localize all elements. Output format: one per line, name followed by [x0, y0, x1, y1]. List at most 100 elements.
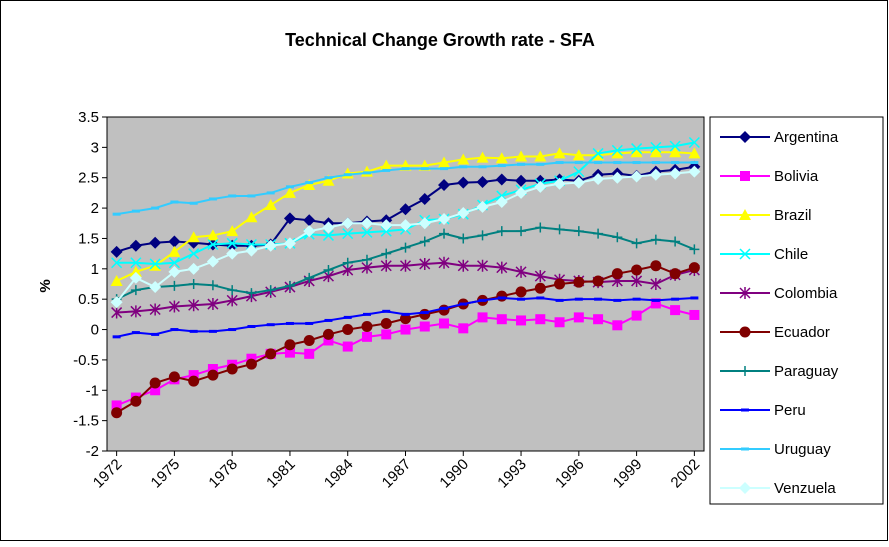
- data-point: [343, 315, 352, 319]
- data-point: [168, 245, 181, 257]
- data-point: [361, 321, 373, 333]
- legend-label: Chile: [774, 246, 808, 263]
- data-point: [478, 165, 487, 169]
- data-point: [151, 206, 160, 210]
- data-point: [342, 341, 353, 352]
- legend-marker: [739, 131, 751, 143]
- data-point: [458, 233, 469, 244]
- data-point: [206, 255, 219, 268]
- data-point: [419, 308, 431, 320]
- data-point: [440, 167, 449, 171]
- data-point: [592, 147, 604, 159]
- data-point: [381, 248, 392, 259]
- data-point: [573, 166, 585, 178]
- legend-label: Bolivia: [774, 168, 819, 185]
- data-point: [226, 294, 238, 307]
- data-point: [688, 165, 701, 178]
- data-point: [381, 329, 392, 340]
- legend-label: Venzuela: [774, 480, 836, 497]
- y-tick-label: -0.5: [73, 352, 99, 369]
- data-point: [400, 242, 411, 253]
- data-point: [613, 161, 622, 165]
- data-point: [534, 150, 547, 162]
- data-point: [631, 310, 642, 321]
- data-point: [400, 324, 411, 335]
- data-point: [149, 281, 162, 294]
- data-point: [342, 257, 353, 268]
- data-point: [324, 318, 333, 322]
- data-point: [574, 297, 583, 301]
- data-point: [418, 192, 431, 205]
- data-point: [362, 171, 371, 175]
- data-point: [419, 257, 431, 270]
- data-point: [149, 303, 161, 316]
- y-tick-label: 1: [91, 261, 99, 278]
- data-point: [303, 179, 316, 191]
- data-point: [438, 179, 451, 192]
- data-point: [438, 256, 450, 269]
- data-point: [207, 369, 219, 381]
- data-point: [380, 159, 393, 171]
- data-point: [555, 298, 564, 302]
- series: [110, 165, 701, 309]
- data-point: [671, 161, 680, 165]
- legend-label: Brazil: [774, 207, 812, 224]
- data-point: [534, 282, 546, 294]
- data-point: [572, 149, 585, 161]
- data-point: [304, 348, 315, 359]
- data-point: [323, 335, 334, 346]
- data-point: [594, 297, 603, 301]
- data-point: [592, 172, 605, 185]
- data-point: [264, 199, 277, 211]
- data-point: [265, 348, 277, 360]
- series: [112, 296, 699, 339]
- y-tick-label: -1: [86, 382, 99, 399]
- data-point: [130, 305, 142, 318]
- data-point: [324, 176, 333, 180]
- data-point: [112, 212, 121, 216]
- series: [110, 146, 701, 286]
- data-point: [534, 180, 547, 193]
- data-point: [497, 296, 506, 300]
- legend-marker: [739, 287, 751, 299]
- data-point: [362, 312, 371, 316]
- data-point: [130, 285, 141, 296]
- data-point: [303, 214, 316, 227]
- data-point: [649, 146, 662, 158]
- data-point: [457, 206, 470, 219]
- y-tick-label: 0.5: [78, 291, 99, 308]
- data-point: [517, 297, 526, 301]
- data-point: [418, 217, 431, 230]
- data-point: [496, 190, 508, 202]
- data-point: [476, 175, 489, 188]
- data-point: [149, 259, 162, 271]
- data-point: [266, 191, 275, 195]
- data-point: [439, 318, 450, 329]
- data-point: [573, 276, 585, 288]
- y-axis-label: %: [37, 279, 54, 292]
- data-point: [247, 194, 256, 198]
- legend-marker: [739, 326, 751, 338]
- data-point: [246, 288, 257, 299]
- data-point: [613, 298, 622, 302]
- data-point: [496, 314, 507, 325]
- data-point: [207, 280, 218, 291]
- y-tick-label: 2: [91, 200, 99, 217]
- legend-label: Colombia: [774, 285, 838, 302]
- data-point: [630, 170, 643, 183]
- data-point: [593, 228, 604, 239]
- data-point: [129, 265, 142, 277]
- data-point: [322, 174, 335, 186]
- data-point: [131, 209, 140, 213]
- data-point: [112, 335, 121, 339]
- series: [111, 260, 700, 419]
- data-point: [304, 272, 315, 283]
- data-point: [342, 228, 354, 240]
- data-point: [149, 258, 161, 270]
- data-point: [168, 371, 180, 383]
- y-tick-label: -1.5: [73, 413, 99, 430]
- data-point: [380, 317, 392, 329]
- data-point: [323, 265, 334, 276]
- data-point: [516, 226, 527, 237]
